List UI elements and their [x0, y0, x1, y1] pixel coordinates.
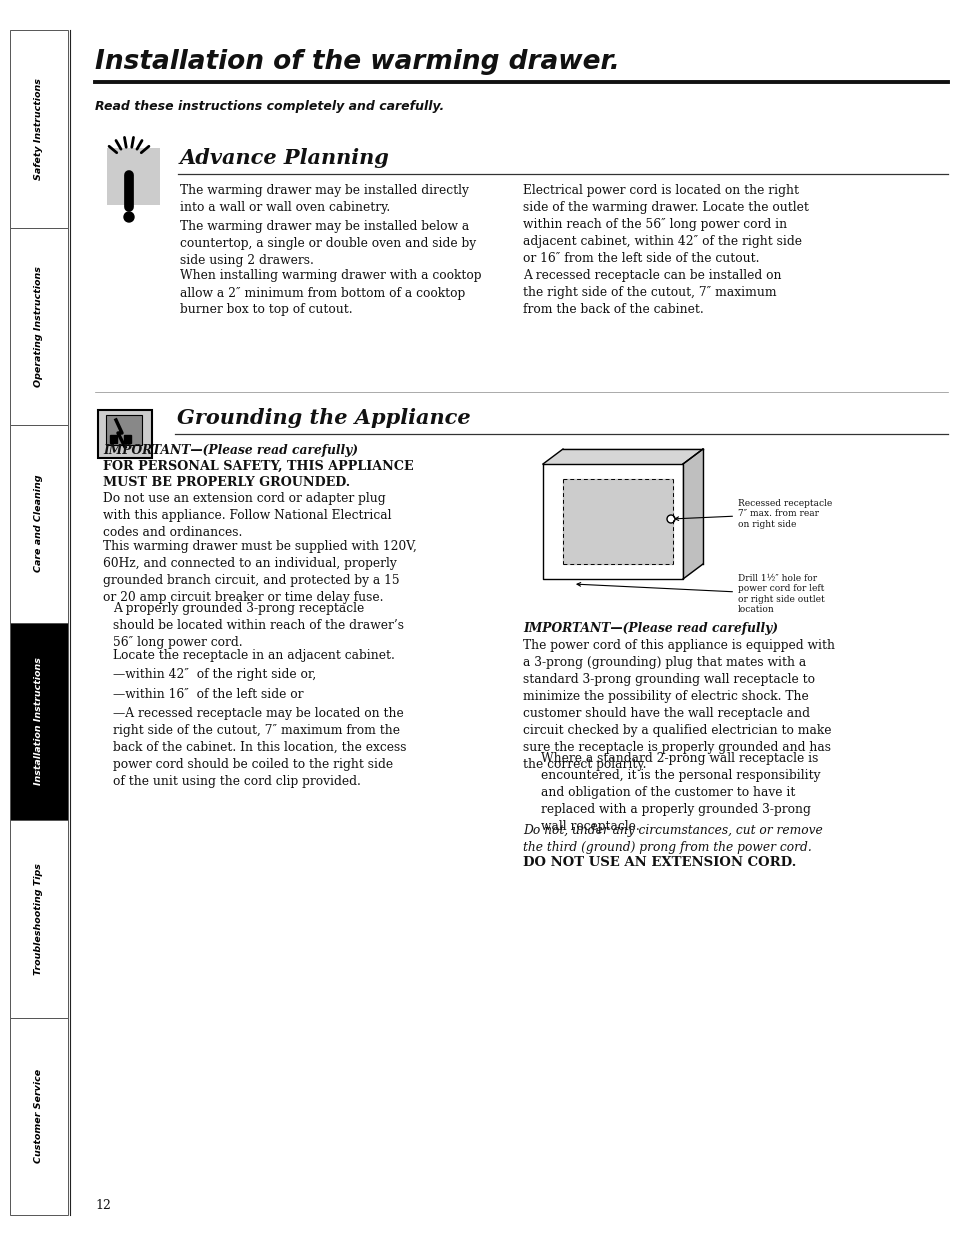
Text: Where a standard 2-prong wall receptacle is
encountered, it is the personal resp: Where a standard 2-prong wall receptacle…: [540, 752, 820, 832]
Text: A properly grounded 3-prong receptacle
should be located within reach of the dra: A properly grounded 3-prong receptacle s…: [112, 601, 403, 650]
Text: The warming drawer may be installed directly
into a wall or wall oven cabinetry.: The warming drawer may be installed dire…: [180, 184, 468, 214]
Text: Installation of the warming drawer.: Installation of the warming drawer.: [95, 49, 619, 75]
Text: IMPORTANT—(Please read carefully): IMPORTANT—(Please read carefully): [103, 445, 357, 457]
Text: FOR PERSONAL SAFETY, THIS APPLIANCE
MUST BE PROPERLY GROUNDED.: FOR PERSONAL SAFETY, THIS APPLIANCE MUST…: [103, 459, 414, 489]
Polygon shape: [542, 450, 702, 464]
Text: Do not use an extension cord or adapter plug
with this appliance. Follow Nationa: Do not use an extension cord or adapter …: [103, 492, 391, 538]
Text: The power cord of this appliance is equipped with
a 3-prong (grounding) plug tha: The power cord of this appliance is equi…: [522, 638, 834, 771]
Text: Advance Planning: Advance Planning: [180, 148, 390, 168]
Circle shape: [666, 515, 675, 522]
Text: 12: 12: [95, 1199, 111, 1212]
Circle shape: [124, 212, 133, 222]
Text: Customer Service: Customer Service: [34, 1070, 44, 1163]
Text: When installing warming drawer with a cooktop
allow a 2″ minimum from bottom of : When installing warming drawer with a co…: [180, 269, 481, 316]
Polygon shape: [682, 450, 702, 579]
Text: Operating Instructions: Operating Instructions: [34, 266, 44, 387]
Bar: [98, 410, 152, 458]
Text: Recessed receptacle
7″ max. from rear
on right side: Recessed receptacle 7″ max. from rear on…: [675, 499, 831, 529]
Bar: [10, 227, 68, 425]
Text: —within 16″  of the left side or: —within 16″ of the left side or: [112, 688, 303, 700]
Bar: [106, 415, 142, 445]
Bar: [110, 435, 117, 443]
Bar: [10, 1018, 68, 1215]
Text: Drill 1½″ hole for
power cord for left
or right side outlet
location: Drill 1½″ hole for power cord for left o…: [577, 574, 824, 614]
Text: Care and Cleaning: Care and Cleaning: [34, 475, 44, 573]
Polygon shape: [562, 479, 672, 564]
Bar: [10, 30, 68, 227]
Text: The warming drawer may be installed below a
countertop, a single or double oven : The warming drawer may be installed belo…: [180, 220, 476, 267]
Text: IMPORTANT—(Please read carefully): IMPORTANT—(Please read carefully): [522, 622, 778, 635]
Text: Safety Instructions: Safety Instructions: [34, 78, 44, 179]
Text: Locate the receptacle in an adjacent cabinet.: Locate the receptacle in an adjacent cab…: [112, 648, 395, 662]
Text: Grounding the Appliance: Grounding the Appliance: [177, 408, 470, 429]
Text: Read these instructions completely and carefully.: Read these instructions completely and c…: [95, 100, 444, 112]
Bar: [107, 148, 160, 205]
Text: DO NOT USE AN EXTENSION CORD.: DO NOT USE AN EXTENSION CORD.: [522, 856, 796, 869]
Bar: [124, 435, 131, 443]
Text: Electrical power cord is located on the right
side of the warming drawer. Locate: Electrical power cord is located on the …: [522, 184, 808, 316]
Text: This warming drawer must be supplied with 120V,
60Hz, and connected to an indivi: This warming drawer must be supplied wit…: [103, 540, 416, 604]
Text: Do not, under any circumstances, cut or remove
the third (ground) prong from the: Do not, under any circumstances, cut or …: [522, 824, 821, 853]
Text: Installation Instructions: Installation Instructions: [34, 657, 44, 785]
Bar: [10, 425, 68, 622]
Bar: [10, 820, 68, 1018]
Bar: [10, 622, 68, 820]
Text: Troubleshooting Tips: Troubleshooting Tips: [34, 863, 44, 974]
Text: —A recessed receptacle may be located on the
right side of the cutout, 7″ maximu: —A recessed receptacle may be located on…: [112, 706, 406, 788]
Text: —within 42″  of the right side or,: —within 42″ of the right side or,: [112, 668, 315, 680]
